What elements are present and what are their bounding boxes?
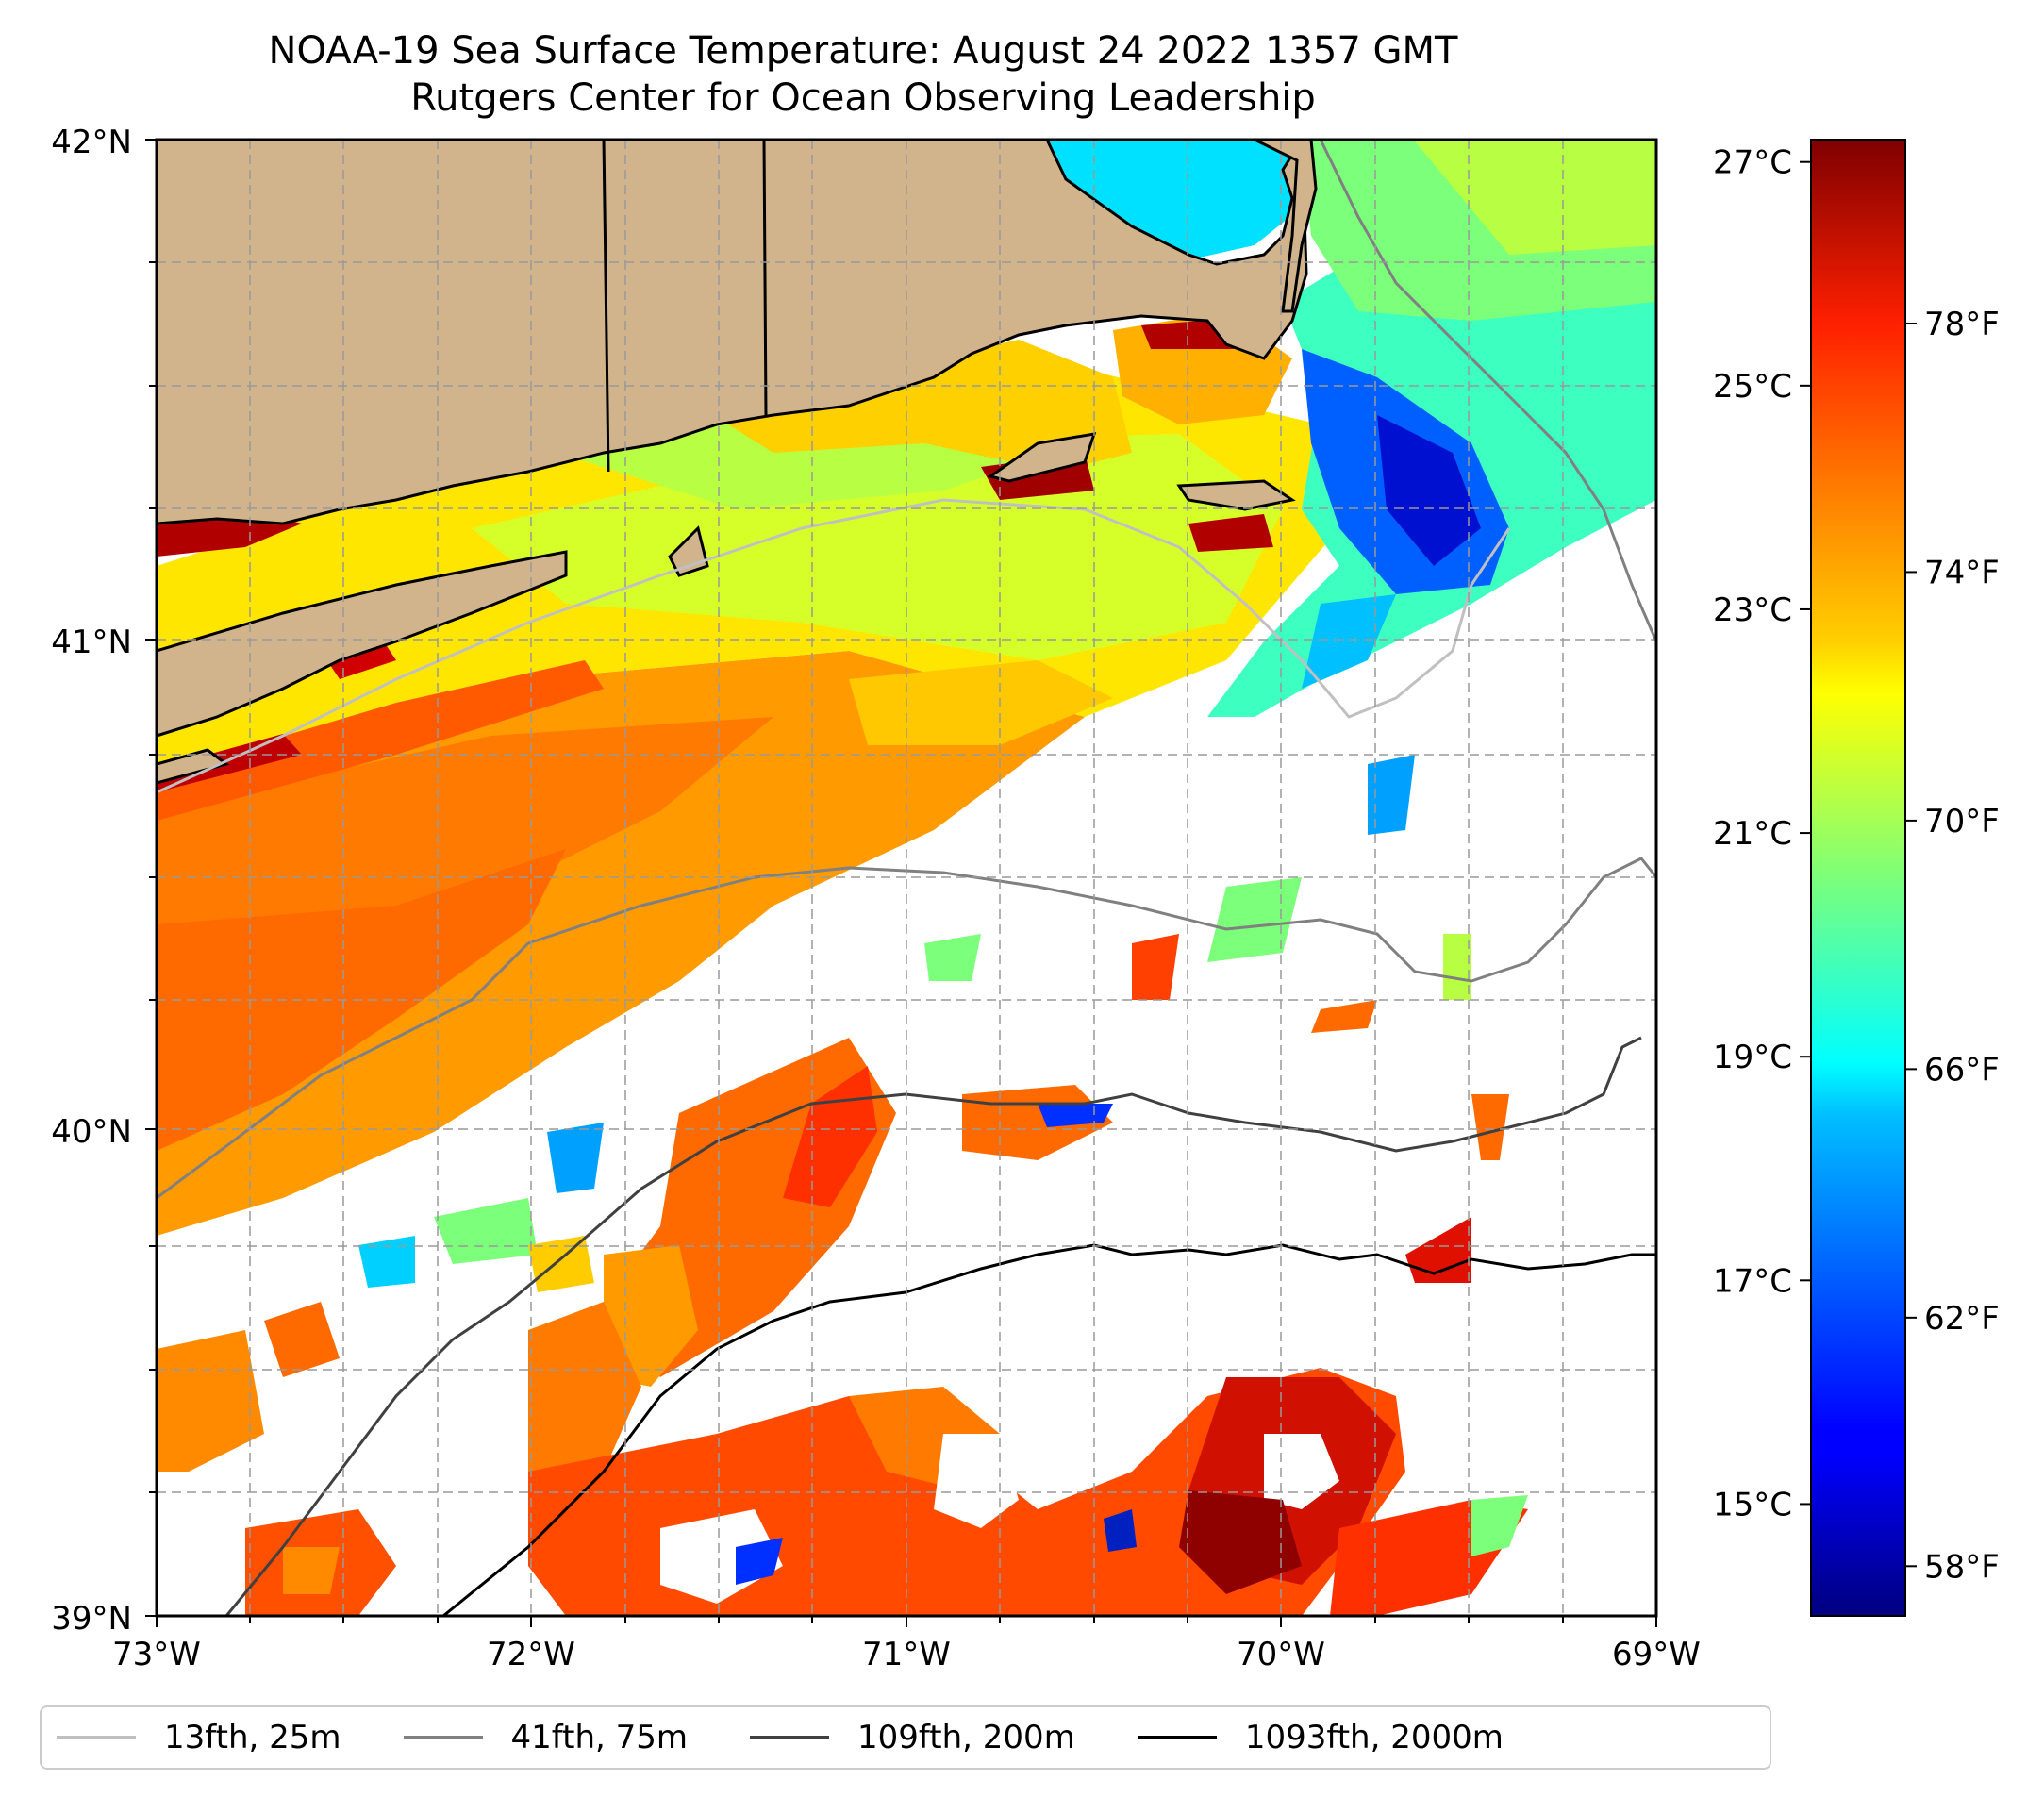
lon-label-72: 72°W (487, 1636, 575, 1673)
legend-label-200m: 109fth, 200m (857, 1719, 1075, 1756)
legend-label-75m: 41fth, 75m (510, 1719, 689, 1756)
axis-ticks (145, 139, 1657, 1627)
lon-label-69: 69°W (1612, 1636, 1701, 1673)
lat-label-41: 41°N (51, 624, 132, 661)
legend-label-2000m: 1093fth, 2000m (1244, 1719, 1504, 1756)
lat-label-42: 42°N (51, 124, 132, 161)
colorbar-celsius-axis: 27°C 25°C 23°C 21°C 19°C 17°C 15°C (1713, 144, 1811, 1523)
gridlines (157, 140, 1656, 1616)
fahrenheit-tick-label: 78°F (1924, 306, 2000, 343)
legend-line-25m (57, 1736, 136, 1739)
celsius-tick-label: 19°C (1713, 1039, 1792, 1076)
legend-line-2000m (1137, 1736, 1217, 1739)
celsius-tick-label: 25°C (1713, 368, 1792, 406)
colorbar (1810, 139, 1906, 1617)
lat-label-40: 40°N (51, 1113, 132, 1151)
celsius-tick-label: 17°C (1713, 1262, 1792, 1300)
isobaths (157, 140, 1656, 1616)
legend-item-75m: 41fth, 75m (403, 1719, 689, 1756)
lat-label-39: 39°N (51, 1600, 132, 1638)
lon-label-71: 71°W (862, 1636, 951, 1673)
fahrenheit-tick-label: 70°F (1924, 803, 2000, 840)
land-masses (157, 140, 1318, 785)
legend-item-200m: 109fth, 200m (750, 1719, 1075, 1756)
lon-label-73: 73°W (112, 1636, 201, 1673)
fahrenheit-tick-label: 58°F (1924, 1548, 2000, 1586)
legend-label-25m: 13fth, 25m (164, 1719, 341, 1756)
map-subtitle: Rutgers Center for Ocean Observing Leade… (410, 76, 1316, 120)
isobath-legend: 13fth, 25m 41fth, 75m 109fth, 200m 1093f… (40, 1705, 1771, 1770)
celsius-tick-label: 27°C (1713, 144, 1792, 182)
lon-label-70: 70°W (1237, 1636, 1325, 1673)
fahrenheit-tick-label: 66°F (1924, 1051, 2000, 1089)
map-title: NOAA-19 Sea Surface Temperature: August … (268, 29, 1458, 73)
legend-line-75m (403, 1736, 483, 1739)
celsius-tick-label: 23°C (1713, 591, 1792, 629)
colorbar-fahrenheit-axis: 78°F 74°F 70°F 66°F 62°F 58°F (1905, 306, 2000, 1586)
fahrenheit-tick-label: 62°F (1924, 1300, 2000, 1338)
map-area (157, 140, 1656, 1616)
fahrenheit-tick-label: 74°F (1924, 554, 2000, 591)
legend-item-2000m: 1093fth, 2000m (1137, 1719, 1504, 1756)
legend-item-25m: 13fth, 25m (57, 1719, 341, 1756)
legend-line-200m (750, 1736, 830, 1739)
celsius-tick-label: 15°C (1713, 1486, 1792, 1523)
celsius-tick-label: 21°C (1713, 815, 1792, 853)
